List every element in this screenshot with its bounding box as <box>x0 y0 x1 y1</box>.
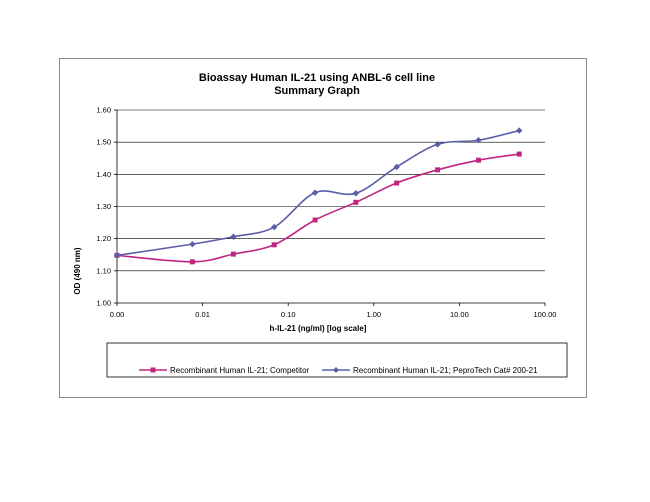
y-tick-label: 1.20 <box>96 234 111 243</box>
series-1 <box>113 127 523 259</box>
x-tick-label: 100.00 <box>534 310 557 319</box>
y-tick-labels: 1.00 1.10 1.20 1.30 1.40 1.50 1.60 <box>96 106 111 308</box>
data-point <box>434 141 441 148</box>
series-layer <box>113 127 523 265</box>
y-tick-label: 1.00 <box>96 299 111 308</box>
legend-marker-peprotech <box>333 367 339 373</box>
legend-item-competitor: Recombinant Human IL-21; Competitor <box>139 366 310 375</box>
y-tick-label: 1.30 <box>96 202 111 211</box>
series-line <box>116 153 520 263</box>
data-point <box>230 233 237 240</box>
x-tick-label: 0.01 <box>195 310 210 319</box>
y-tick-label: 1.50 <box>96 138 111 147</box>
series-line <box>116 129 520 257</box>
x-tick-label: 0.10 <box>281 310 296 319</box>
series-0 <box>114 151 522 265</box>
chart-svg: Bioassay Human IL-21 using ANBL-6 cell l… <box>73 72 568 378</box>
data-point <box>353 199 359 205</box>
x-tick-label: 0.00 <box>110 310 125 319</box>
data-point <box>312 217 318 223</box>
data-point <box>516 151 522 157</box>
x-tick-label: 10.00 <box>450 310 469 319</box>
data-point <box>435 167 441 173</box>
legend-item-peprotech: Recombinant Human IL-21; PeproTech Cat# … <box>322 366 538 375</box>
data-point <box>189 240 196 248</box>
chart-title: Bioassay Human IL-21 using ANBL-6 cell l… <box>199 72 435 84</box>
chart-frame: Bioassay Human IL-21 using ANBL-6 cell l… <box>59 58 587 398</box>
x-tick-label: 1.00 <box>366 310 381 319</box>
data-point <box>516 127 523 134</box>
data-point <box>270 223 278 231</box>
data-point <box>475 157 481 163</box>
data-point <box>189 259 195 265</box>
legend-label-competitor: Recombinant Human IL-21; Competitor <box>170 366 310 375</box>
y-tick-label: 1.60 <box>96 106 111 115</box>
y-tick-label: 1.40 <box>96 170 111 179</box>
data-point <box>230 251 236 257</box>
data-point <box>271 242 277 248</box>
legend-marker-competitor <box>150 367 156 373</box>
data-point <box>475 137 482 144</box>
data-point <box>394 180 400 186</box>
y-tick-label: 1.10 <box>96 266 111 275</box>
data-point <box>311 189 319 196</box>
x-tick-labels: 0.00 0.01 0.10 1.00 10.00 100.00 <box>110 310 557 319</box>
axes <box>114 109 546 306</box>
legend-label-peprotech: Recombinant Human IL-21; PeproTech Cat# … <box>353 366 538 375</box>
legend-box <box>106 342 568 378</box>
chart-subtitle: Summary Graph <box>274 85 360 97</box>
x-axis-label: h-IL-21 (ng/ml) [log scale] <box>270 324 367 333</box>
y-axis-label: OD (490 nm) <box>73 247 82 294</box>
data-point <box>393 163 400 171</box>
data-point <box>352 190 360 197</box>
gridlines <box>117 109 545 272</box>
data-point <box>113 252 121 259</box>
